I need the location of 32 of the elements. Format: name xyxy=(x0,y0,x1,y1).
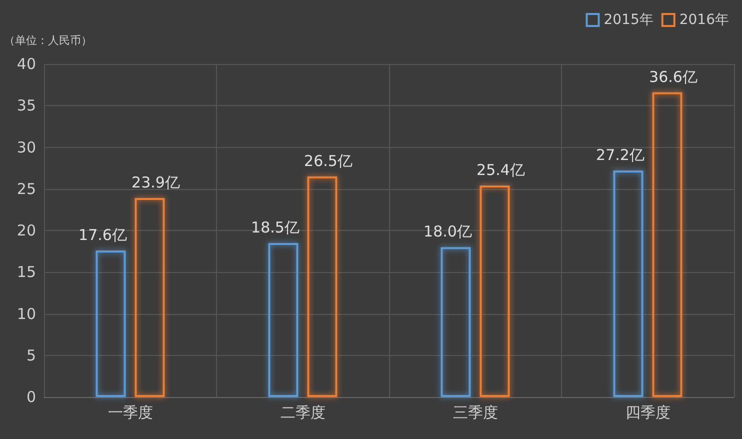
y-tick-label: 30 xyxy=(16,138,36,156)
bar xyxy=(613,170,644,397)
bar xyxy=(440,247,471,397)
data-label: 25.4亿 xyxy=(476,161,525,180)
bar xyxy=(96,250,126,397)
bar xyxy=(134,198,165,397)
data-label: 23.9亿 xyxy=(132,174,180,192)
bar xyxy=(652,92,682,397)
y-tick-label: 0 xyxy=(26,388,36,406)
x-tick-label: 三季度 xyxy=(452,404,498,422)
legend-label: 2015年 xyxy=(604,12,654,28)
y-axis-title: （单位：人民币） xyxy=(4,34,92,47)
data-label: 18.0亿 xyxy=(424,222,472,241)
y-tick-label: 15 xyxy=(16,263,36,282)
data-label: 17.6亿 xyxy=(78,226,127,244)
data-label: 27.2亿 xyxy=(596,146,644,164)
data-label: 26.5亿 xyxy=(304,152,352,170)
bar xyxy=(480,186,510,397)
x-tick-label: 一季度 xyxy=(108,404,153,422)
y-tick-label: 25 xyxy=(16,180,36,198)
legend-label: 2016年 xyxy=(679,12,730,28)
y-tick-label: 20 xyxy=(16,222,36,240)
x-tick-label: 四季度 xyxy=(625,404,670,422)
y-tick-label: 5 xyxy=(26,346,36,364)
x-tick-label: 二季度 xyxy=(280,404,326,422)
y-tick-label: 10 xyxy=(16,304,36,323)
bar xyxy=(307,176,338,397)
data-label: 36.6亿 xyxy=(649,68,698,86)
y-tick-label: 40 xyxy=(16,55,36,73)
bar xyxy=(268,242,298,397)
data-label: 18.5亿 xyxy=(251,218,300,236)
y-tick-label: 35 xyxy=(16,96,36,115)
